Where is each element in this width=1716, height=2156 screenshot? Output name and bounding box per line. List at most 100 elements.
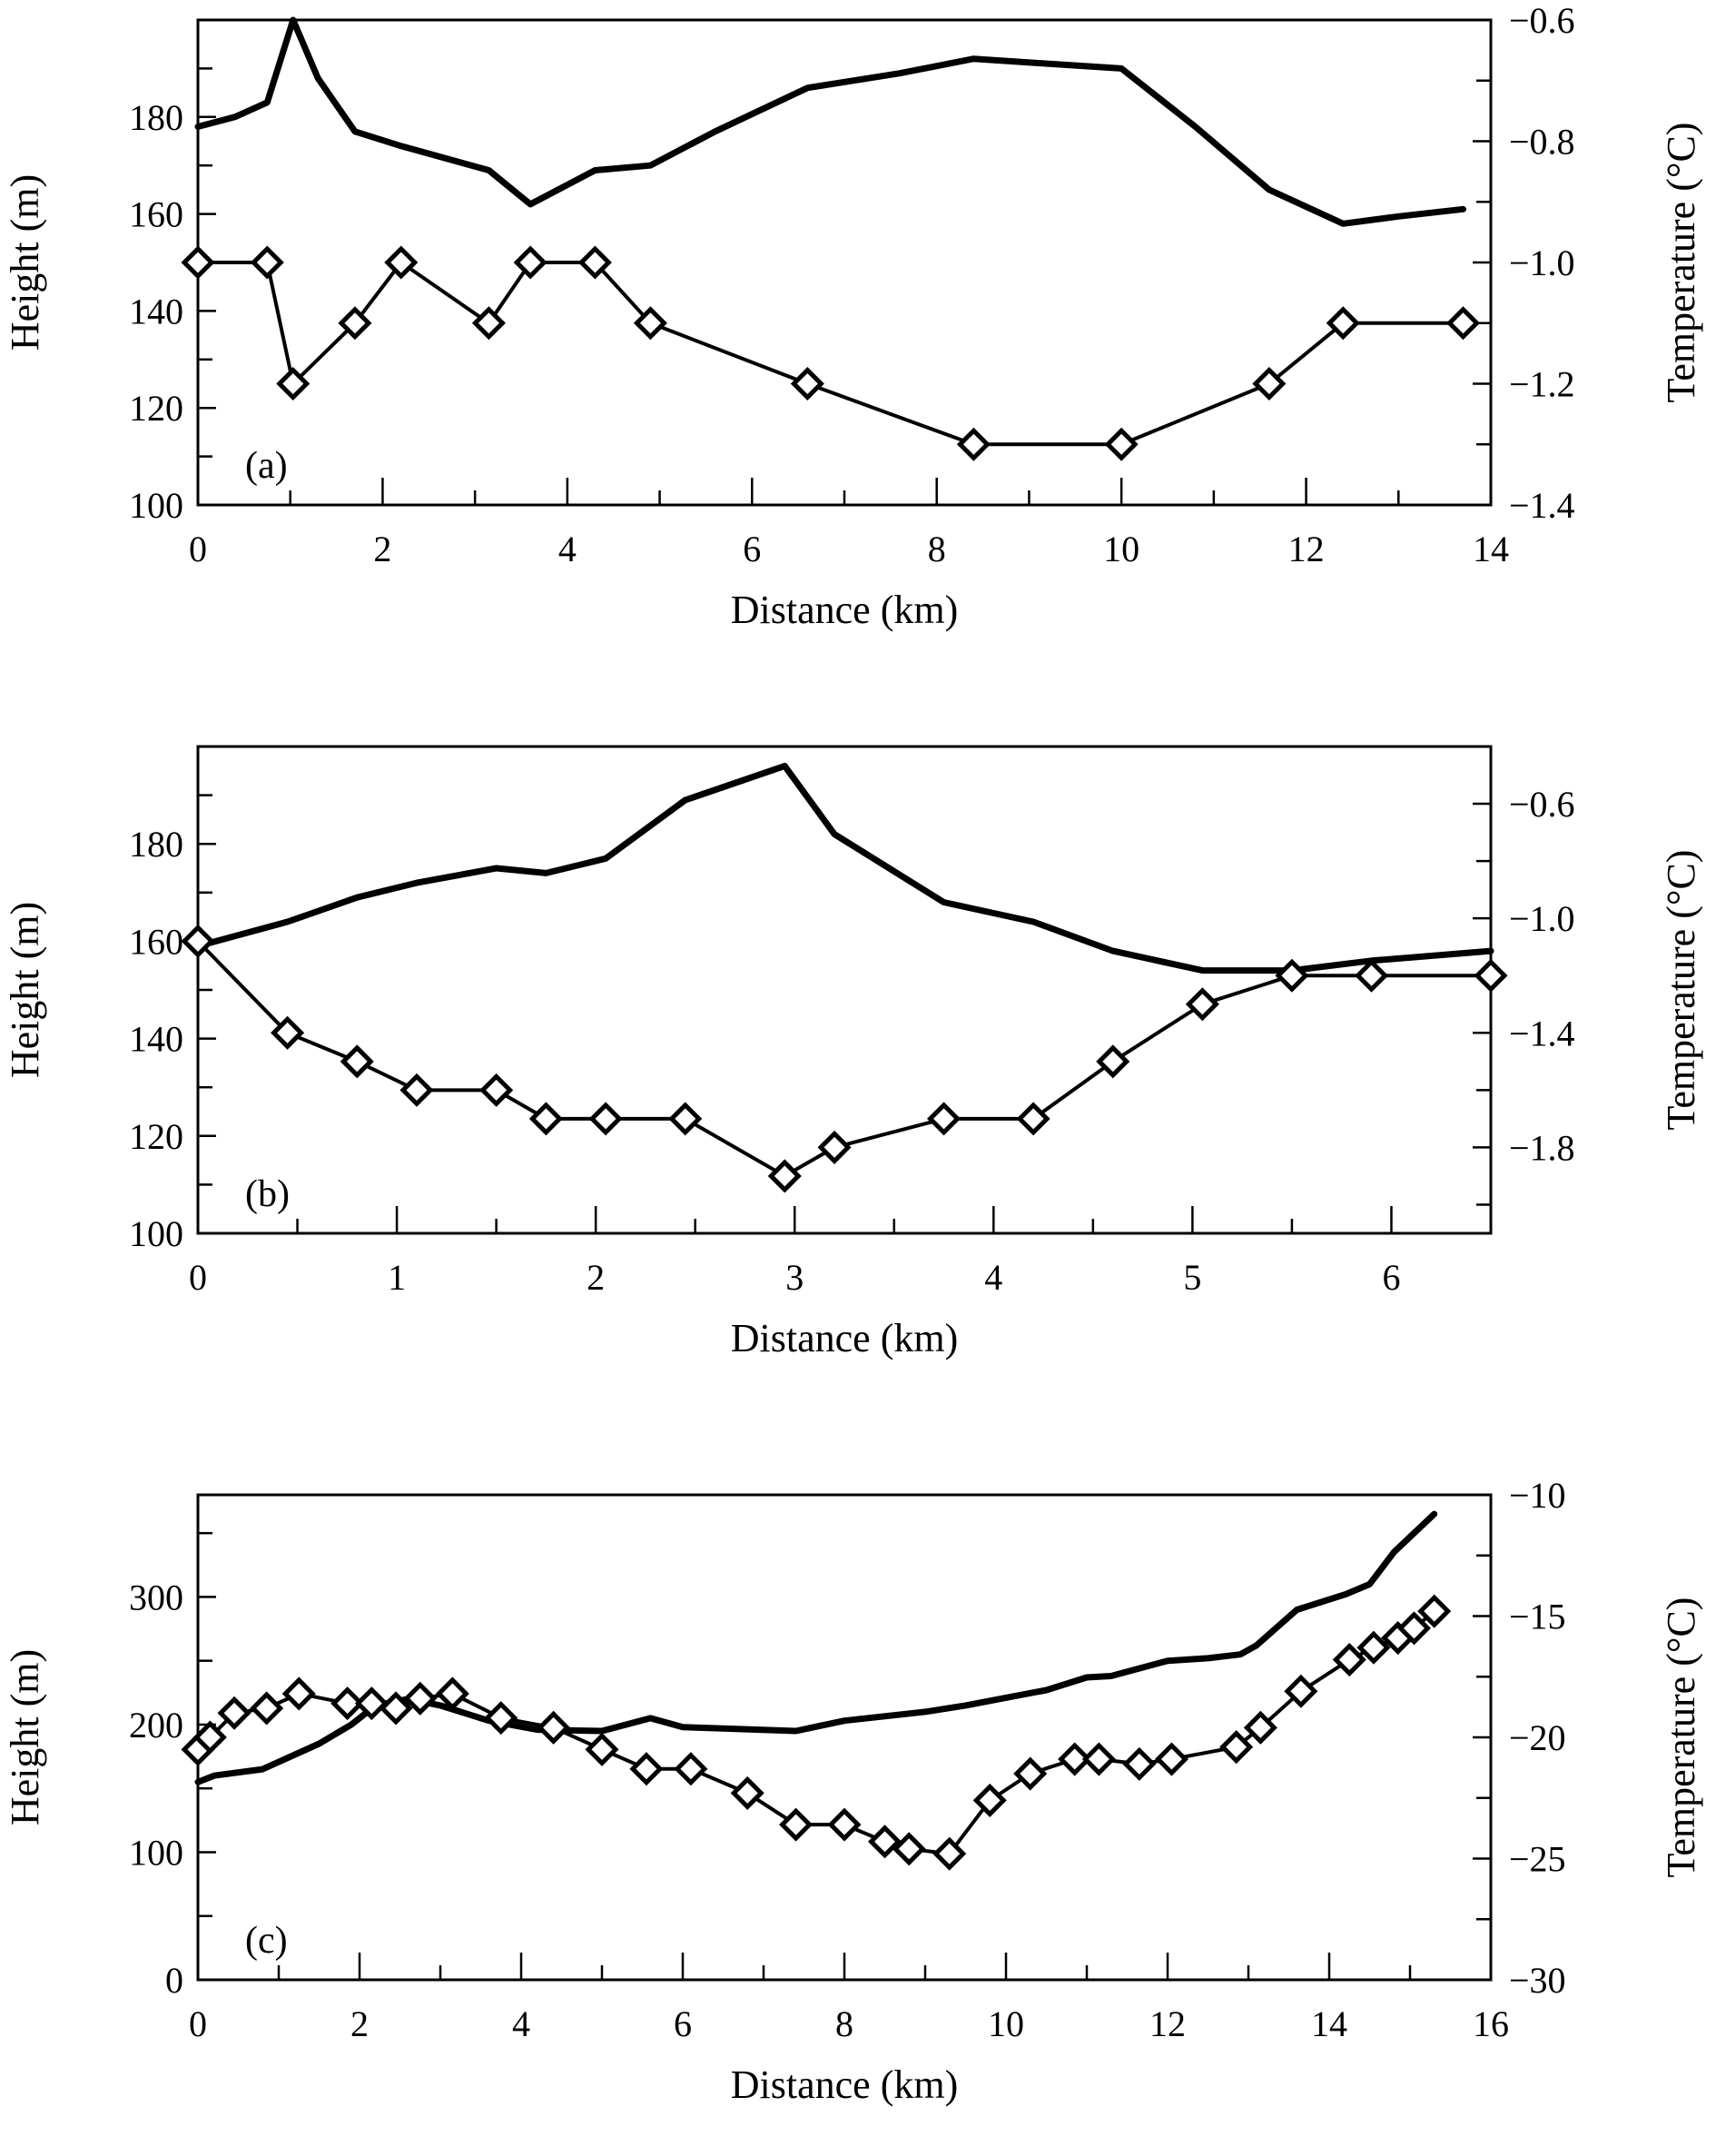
y2-tick-label: −1.0 <box>1509 898 1575 939</box>
temperature-point <box>577 245 612 280</box>
temperature-point <box>1058 1742 1092 1776</box>
y2-tick-label: −30 <box>1509 1960 1566 2001</box>
x-tick-label: 4 <box>558 529 577 569</box>
x-tick-label: 14 <box>1311 2003 1347 2044</box>
x-tick-label: 16 <box>1473 2003 1509 2044</box>
height-line <box>194 16 1466 227</box>
temperature-point <box>484 1701 518 1736</box>
temperature-point <box>471 306 506 341</box>
panel-b: 0 1 2 3 4 5 6 100 120 140 160 180 −1.8 −1.4 −1.0 −0.6 Di… <box>3 745 1703 1360</box>
y-tick-label: 180 <box>129 97 183 138</box>
x-tick-label: 0 <box>189 529 207 569</box>
temperature-point <box>1396 1611 1431 1646</box>
x-axis-title: Distance (km) <box>731 2062 958 2107</box>
temperature-point <box>338 306 372 341</box>
y2-tick-label: −0.6 <box>1509 784 1575 825</box>
y2-tick-label: −1.8 <box>1509 1127 1575 1168</box>
height-line <box>194 762 1494 974</box>
y2-axis-title: Temperature (°C) <box>1659 1597 1703 1878</box>
plot-frame <box>196 1493 1493 1982</box>
temperature-point <box>1355 958 1389 993</box>
y2-tick-label: −0.6 <box>1509 0 1575 41</box>
y-tick-label: 100 <box>129 485 183 526</box>
temperature-point <box>867 1825 902 1859</box>
y2-tick-label: −1.0 <box>1509 242 1575 283</box>
y2-axis-title: Temperature (°C) <box>1659 850 1703 1131</box>
temperature-point <box>537 1710 571 1745</box>
height-line <box>194 1510 1438 1785</box>
temperature-point <box>927 1102 962 1136</box>
temperature-point <box>972 1783 1007 1817</box>
y-axis-title: Height (m) <box>3 174 47 351</box>
y-tick-label: 200 <box>129 1705 183 1746</box>
y-tick-label: 120 <box>129 388 183 429</box>
x-tick-label: 14 <box>1473 529 1509 569</box>
y2-tick-label: −1.4 <box>1509 1013 1575 1053</box>
temperature-point <box>817 1130 852 1164</box>
y-tick-label: 300 <box>129 1577 183 1617</box>
temperature-point <box>340 1044 374 1079</box>
temperature-point <box>379 1691 413 1726</box>
x-tick-label: 2 <box>350 2003 369 2044</box>
y2-tick-label: −25 <box>1509 1839 1566 1880</box>
temperature-point <box>1081 1742 1116 1776</box>
y-tick-label: 100 <box>129 1213 183 1254</box>
temperature-point <box>1104 427 1139 461</box>
temperature-point <box>932 1836 967 1871</box>
y-axis-title: Height (m) <box>3 1649 47 1825</box>
x-tick-label: 0 <box>189 2003 207 2044</box>
y2-tick-label: −10 <box>1509 1475 1566 1516</box>
x-tick-label: 6 <box>743 529 761 569</box>
y-axis-title: Height (m) <box>3 902 47 1078</box>
temperature-point <box>668 1102 703 1136</box>
x-tick-label: 2 <box>373 529 391 569</box>
temperature-point <box>779 1807 814 1842</box>
temperature-point <box>1284 1674 1318 1708</box>
panel-label: (a) <box>245 445 288 487</box>
panel-label: (b) <box>245 1173 290 1215</box>
y-tick-label: 100 <box>129 1832 183 1873</box>
x-tick-label: 3 <box>785 1257 804 1298</box>
temperature-point <box>588 1102 623 1136</box>
temperature-point <box>181 924 215 958</box>
temperature-line <box>198 261 1464 447</box>
x-tick-label: 4 <box>984 1257 1002 1298</box>
temperature-point <box>1219 1730 1254 1765</box>
temperature-point <box>1016 1102 1050 1136</box>
x-tick-label: 4 <box>512 2003 530 2044</box>
panel-label: (c) <box>245 1920 288 1962</box>
x-tick-label: 10 <box>988 2003 1024 2044</box>
temperature-point <box>384 245 419 280</box>
temperature-point <box>330 1686 365 1721</box>
x-tick-label: 6 <box>1382 1257 1400 1298</box>
temperature-point <box>281 1676 316 1711</box>
temperature-point <box>767 1159 802 1193</box>
temperature-point <box>1356 1630 1391 1665</box>
temperature-point <box>435 1676 469 1711</box>
y-tick-label: 140 <box>129 291 183 331</box>
temperature-point <box>1154 1742 1188 1776</box>
temperature-point <box>1326 306 1360 341</box>
y-tick-label: 140 <box>129 1019 183 1060</box>
panel-a: 0 2 4 6 8 10 12 14 100 120 140 160 180 −1.4 −1.2 −1.0 −0… <box>3 0 1703 632</box>
y2-tick-label: −20 <box>1509 1717 1566 1758</box>
temperature-point <box>730 1775 764 1810</box>
x-tick-label: 6 <box>674 2003 692 2044</box>
y2-tick-label: −15 <box>1509 1597 1566 1637</box>
y2-tick-label: −0.8 <box>1509 122 1575 163</box>
temperature-point <box>1122 1746 1157 1781</box>
temperature-point <box>399 1073 434 1107</box>
y-tick-label: 160 <box>129 194 183 235</box>
temperature-point <box>513 245 547 280</box>
temperature-point <box>181 245 215 280</box>
temperature-point <box>192 1720 227 1755</box>
temperature-point <box>790 366 824 401</box>
temperature-point <box>217 1696 251 1730</box>
temperature-point <box>250 1691 284 1726</box>
x-tick-label: 12 <box>1288 529 1325 569</box>
y-tick-label: 120 <box>129 1116 183 1157</box>
panel-c: 0 2 4 6 8 10 12 14 16 0 100 200 300 −30 −25 −20 −15 −10 Di… <box>3 1475 1703 2107</box>
temperature-point <box>956 427 991 461</box>
temperature-point <box>528 1102 563 1136</box>
